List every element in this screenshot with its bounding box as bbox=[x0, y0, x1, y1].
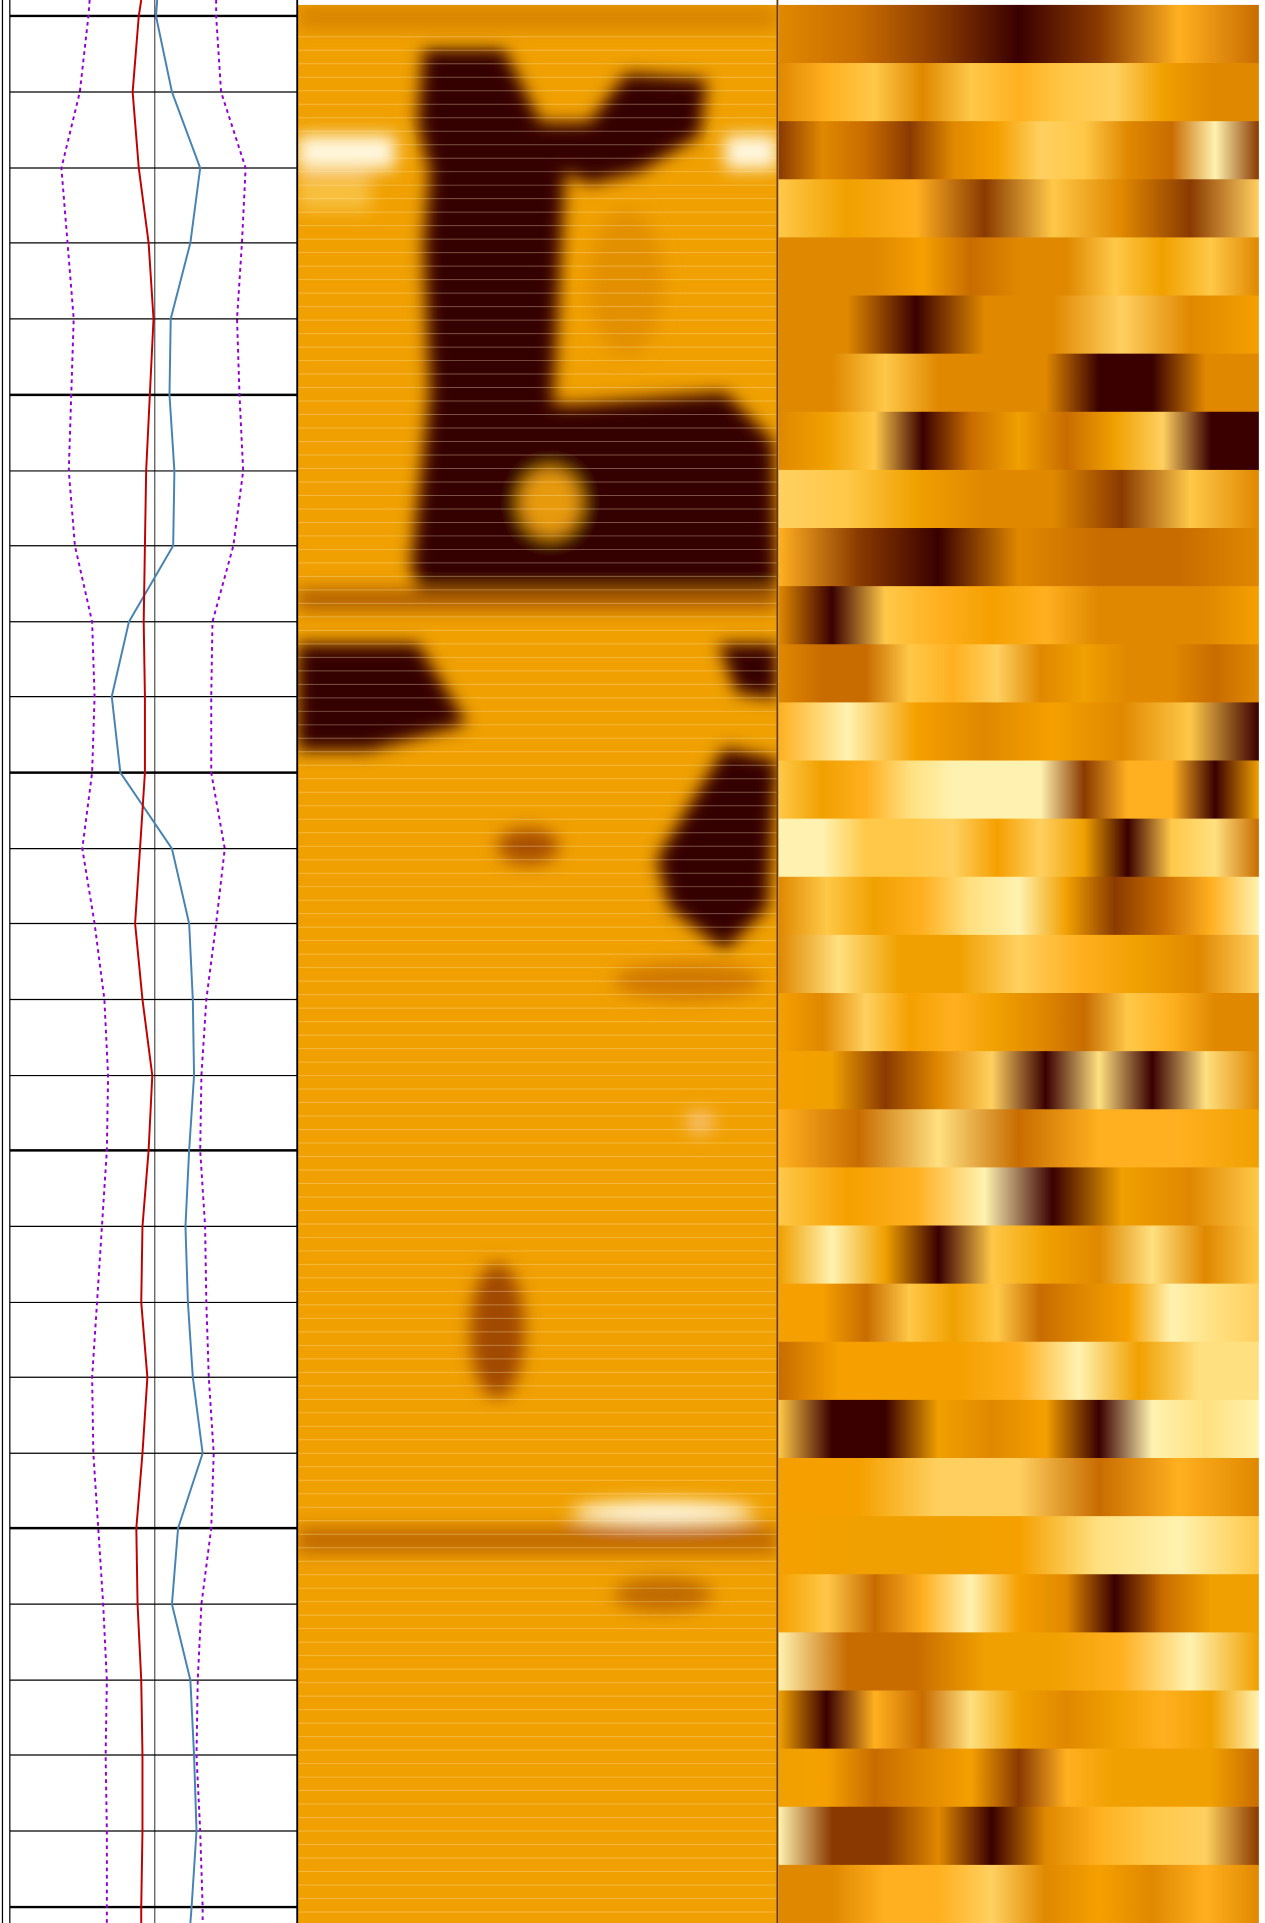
image-band bbox=[778, 237, 1259, 297]
curve bbox=[60, 0, 110, 1923]
image-band bbox=[778, 411, 1259, 471]
image-band bbox=[778, 760, 1259, 820]
image-track bbox=[778, 4, 1259, 1923]
image-band bbox=[778, 818, 1259, 878]
curve bbox=[110, 0, 204, 1923]
image-band bbox=[778, 993, 1259, 1052]
image-band bbox=[778, 934, 1259, 994]
curve bbox=[195, 0, 247, 1923]
image-band bbox=[778, 876, 1259, 936]
image-band bbox=[778, 586, 1259, 645]
image-band bbox=[778, 353, 1259, 413]
image-band bbox=[778, 644, 1259, 704]
image-band bbox=[778, 1109, 1259, 1169]
image-band bbox=[778, 1806, 1259, 1866]
image-band bbox=[778, 1632, 1259, 1692]
image-band bbox=[778, 63, 1259, 122]
image-band bbox=[778, 702, 1259, 762]
image-band bbox=[778, 528, 1259, 587]
image-band bbox=[778, 179, 1259, 239]
curve bbox=[131, 0, 155, 1923]
image-band bbox=[778, 1051, 1259, 1110]
image-band bbox=[778, 1574, 1259, 1633]
image-features bbox=[297, 4, 778, 1612]
image-band bbox=[778, 1458, 1259, 1517]
image-track bbox=[297, 4, 778, 1923]
image-band bbox=[778, 1516, 1259, 1575]
image-band bbox=[778, 1225, 1259, 1285]
image-band bbox=[778, 1748, 1259, 1808]
image-band bbox=[778, 1167, 1259, 1227]
image-band bbox=[778, 1690, 1259, 1750]
image-band bbox=[778, 295, 1259, 355]
image-band bbox=[778, 469, 1259, 529]
image-band bbox=[778, 1399, 1259, 1459]
image-band bbox=[778, 1341, 1259, 1401]
image-band bbox=[778, 1283, 1259, 1343]
curves bbox=[60, 0, 247, 1923]
image-band bbox=[778, 121, 1259, 180]
image-band bbox=[778, 4, 1259, 64]
image-band bbox=[778, 1864, 1259, 1923]
grid bbox=[9, 14, 298, 1909]
